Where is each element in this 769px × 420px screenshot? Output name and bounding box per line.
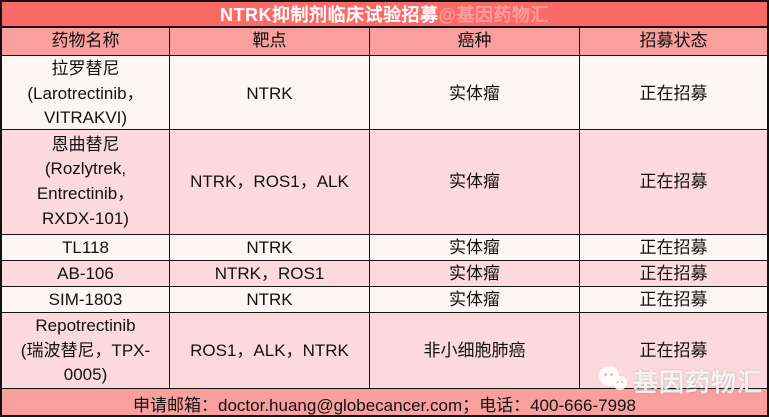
cell-recruit-status: 正在招募	[639, 290, 708, 309]
column-header-drug-name: 药物名称	[2, 28, 170, 55]
cell-target: NTRK	[170, 235, 370, 262]
cell-drug-name: Repotrectinib (瑞波替尼，TPX- 0005)	[2, 313, 170, 389]
table-row: AB-106 NTRK，ROS1 实体瘤 正在招募	[2, 261, 767, 288]
cell-cancer-type: 实体瘤	[370, 56, 580, 132]
cell-cancer-type: 实体瘤	[370, 287, 580, 314]
contact-info: 申请邮箱：doctor.huang@globecancer.com；电话：400…	[133, 395, 636, 415]
column-header-cancer-type: 癌种	[370, 28, 580, 55]
footer-contact-bar: 申请邮箱：doctor.huang@globecancer.com；电话：400…	[2, 389, 767, 415]
cell-target: ROS1，ALK，NTRK	[170, 313, 370, 389]
table-row: Repotrectinib (瑞波替尼，TPX- 0005) ROS1，ALK，…	[2, 313, 767, 389]
title-bar: NTRK抑制剂临床试验招募 @基因药物汇	[2, 2, 767, 28]
cell-target: NTRK，ROS1，ALK	[170, 130, 370, 234]
cell-cancer-type: 实体瘤	[370, 261, 580, 288]
cell-target: NTRK	[170, 56, 370, 132]
title-handle: @基因药物汇	[438, 5, 550, 25]
cell-drug-name: AB-106	[2, 261, 170, 288]
table-row: TL118 NTRK 实体瘤 正在招募	[2, 235, 767, 262]
cell-recruit-status: 正在招募	[639, 238, 708, 257]
table-header-row: 药物名称 靶点 癌种 招募状态	[2, 28, 767, 56]
page-title: NTRK抑制剂临床试验招募	[219, 5, 439, 25]
table-row: 恩曲替尼 (Rozlytrek, Entrectinib， RXDX-101) …	[2, 130, 767, 235]
column-header-recruit-status: 招募状态	[639, 31, 708, 51]
cell-drug-name: SIM-1803	[2, 287, 170, 314]
table-row: SIM-1803 NTRK 实体瘤 正在招募	[2, 287, 767, 314]
cell-drug-name: 拉罗替尼 (Larotrectinib， VITRAKVI)	[2, 56, 170, 132]
column-header-target: 靶点	[170, 28, 370, 55]
table-row: 拉罗替尼 (Larotrectinib， VITRAKVI) NTRK 实体瘤 …	[2, 56, 767, 132]
cell-target: NTRK，ROS1	[170, 261, 370, 288]
cell-drug-name: 恩曲替尼 (Rozlytrek, Entrectinib， RXDX-101)	[2, 130, 170, 234]
cell-cancer-type: 实体瘤	[370, 130, 580, 234]
cell-drug-name: TL118	[2, 235, 170, 262]
cell-recruit-status: 正在招募	[639, 171, 708, 191]
cell-recruit-status: 正在招募	[639, 340, 708, 360]
cell-recruit-status: 正在招募	[639, 264, 708, 283]
cell-target: NTRK	[170, 287, 370, 314]
cell-cancer-type: 非小细胞肺癌	[370, 313, 580, 389]
cell-recruit-status: 正在招募	[639, 83, 708, 103]
cell-cancer-type: 实体瘤	[370, 235, 580, 262]
